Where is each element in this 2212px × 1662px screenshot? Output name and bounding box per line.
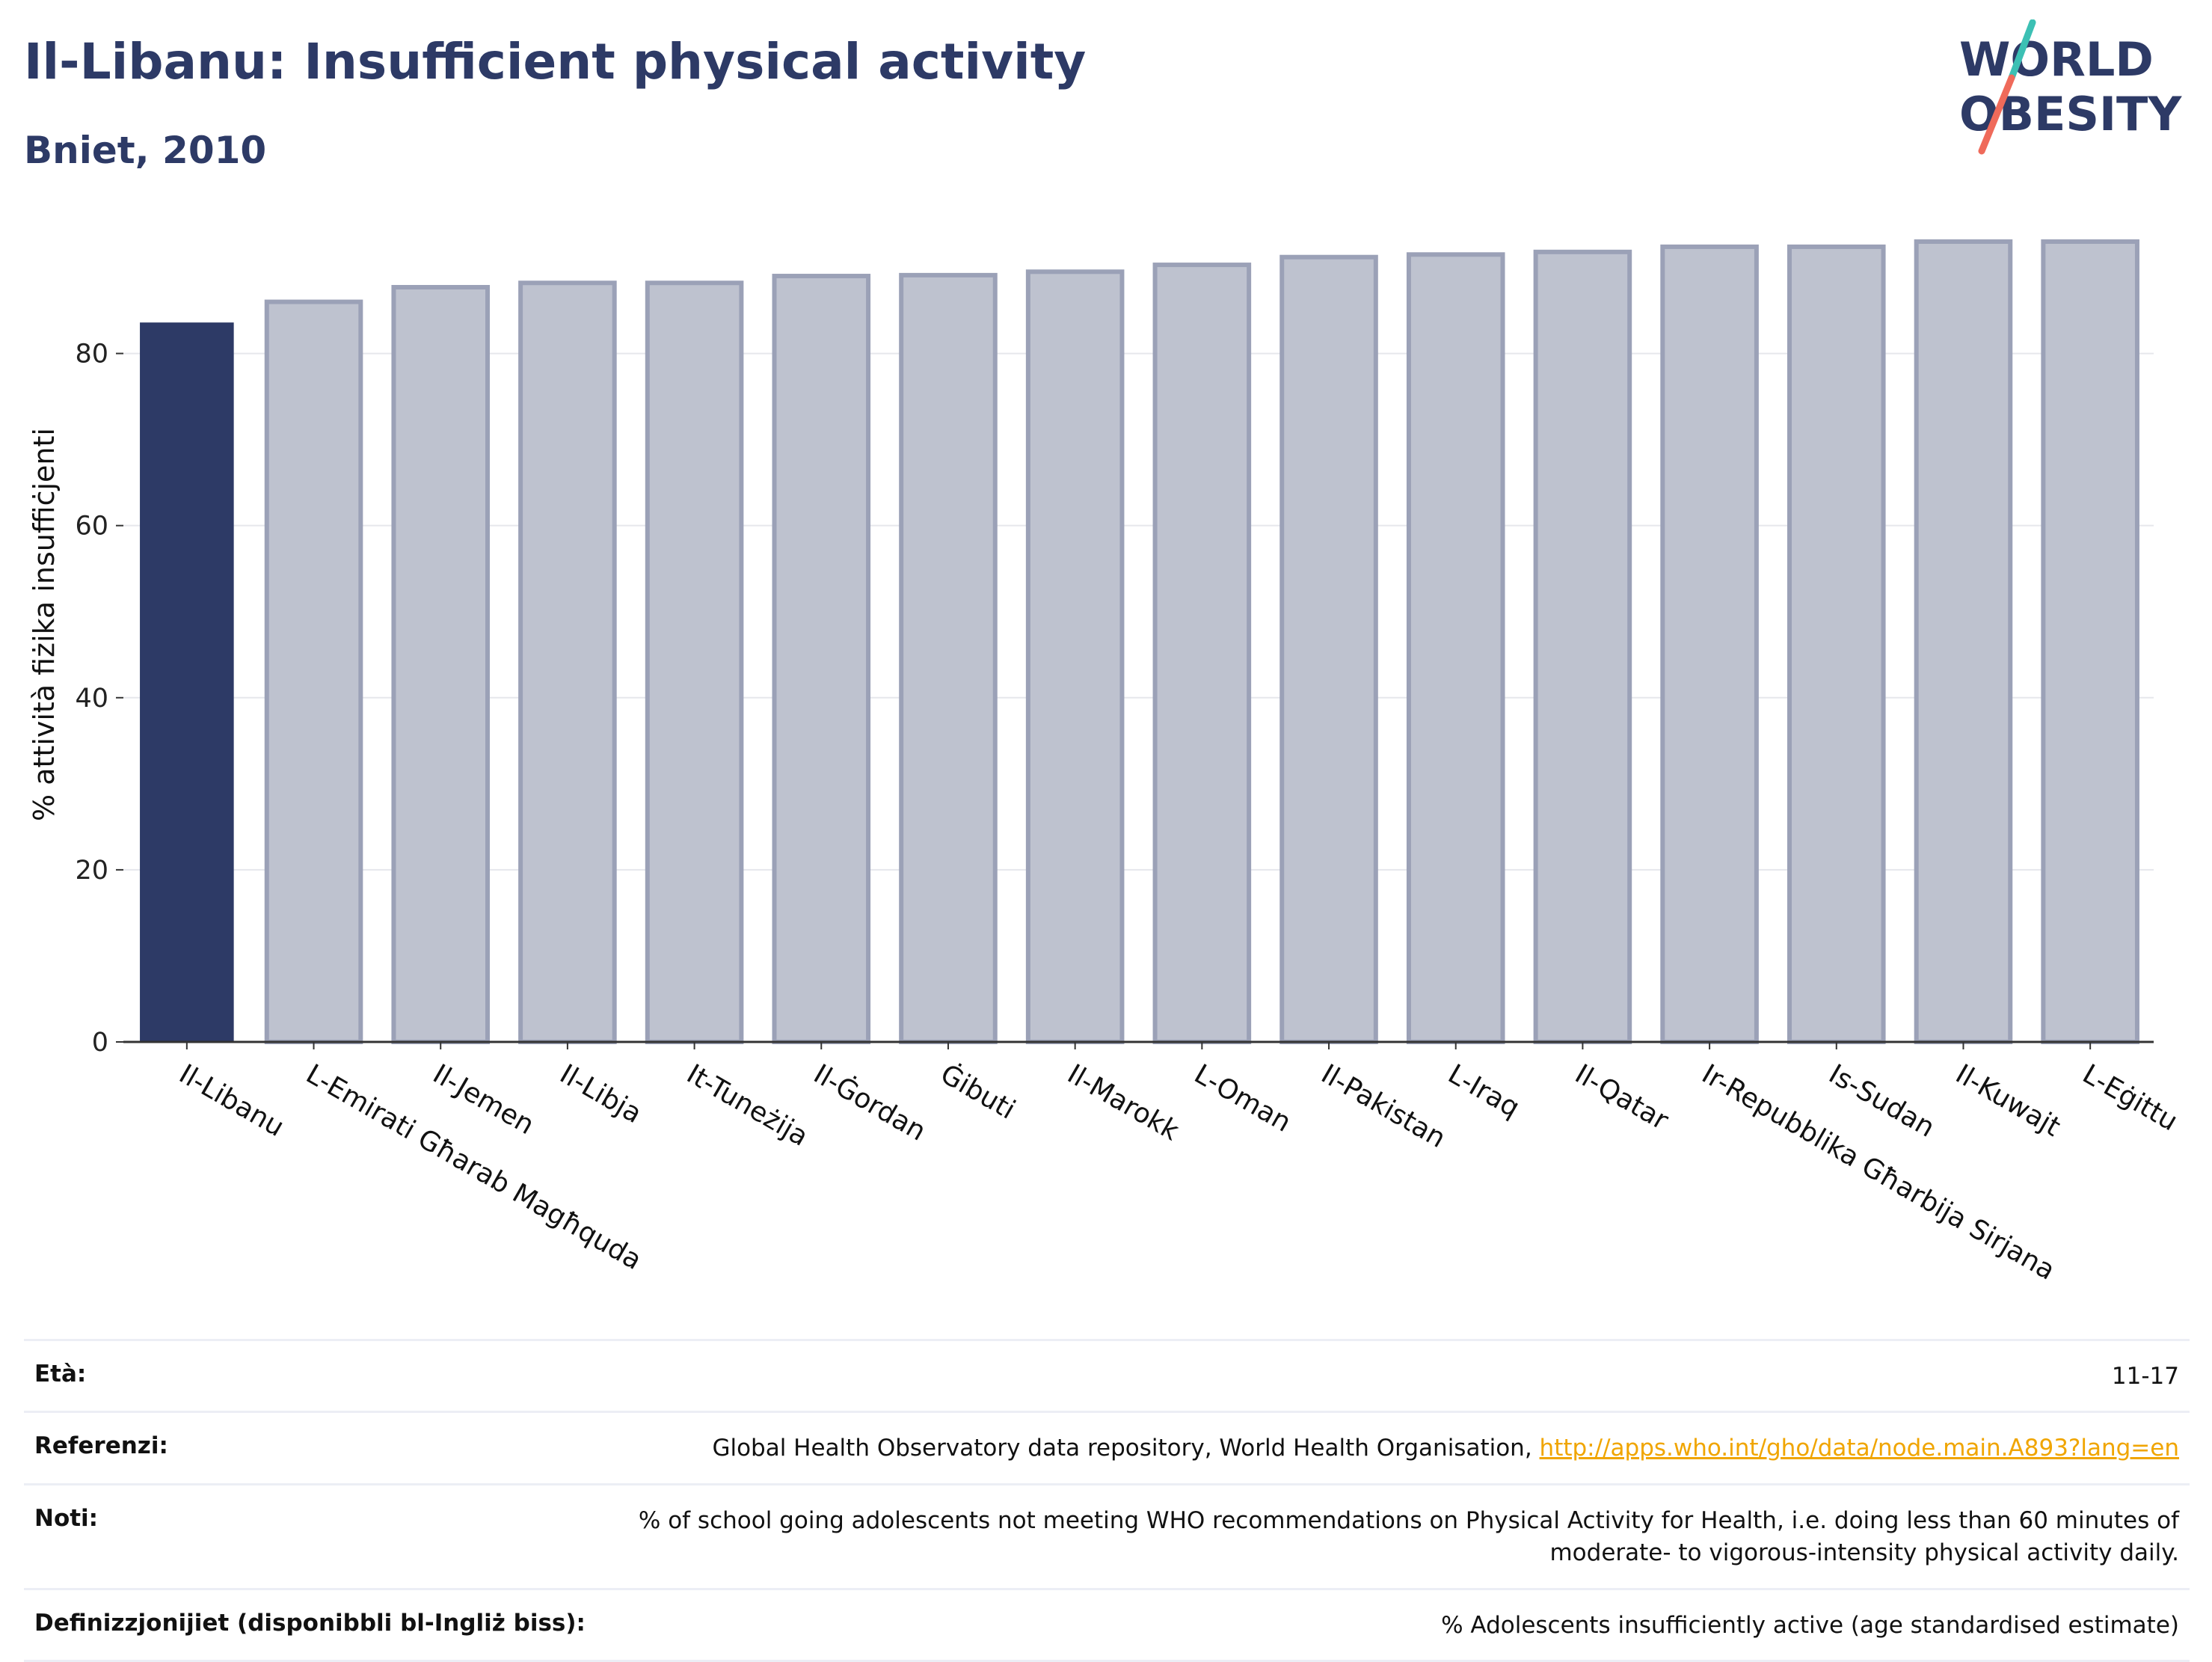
chart-title: Il-Libanu: Insufficient physical activit… (24, 33, 1087, 91)
info-row: Definizzjonijiet (disponibbli bl-Ingliż … (24, 1587, 2190, 1662)
x-tick-label: It-Tuneżija (681, 1058, 813, 1152)
x-tick-label: Il-Ġordan (808, 1058, 931, 1147)
info-value-text: % of school going adolescents not meetin… (638, 1506, 2179, 1567)
bar (1406, 252, 1505, 1044)
bar (391, 284, 491, 1045)
x-tick-label: Il-Pakistan (1316, 1058, 1451, 1154)
x-tick-label: Il-Libja (555, 1058, 647, 1129)
info-value: % Adolescents insufficiently active (age… (1441, 1610, 2179, 1642)
y-tick-label: 0 (92, 1028, 108, 1058)
info-label: Età: (34, 1361, 87, 1387)
bar (1914, 239, 2013, 1045)
info-label: Referenzi: (34, 1432, 168, 1460)
bar (264, 299, 363, 1044)
x-tick-label: L-Iraq (1443, 1058, 1524, 1123)
x-tick-label: Ġibuti (936, 1058, 1021, 1126)
bar (772, 274, 871, 1045)
y-ticks: 0 20 40 60 80 (75, 340, 123, 1058)
logo-slash-bottom (1978, 74, 2015, 155)
y-axis-label: % attività fiżika insuffiċjenti (28, 428, 61, 821)
bar (140, 322, 234, 1042)
info-value-text: 11-17 (2111, 1363, 2179, 1390)
info-value: Global Health Observatory data repositor… (712, 1432, 2179, 1465)
info-label: Noti: (34, 1504, 99, 1532)
bar (1660, 244, 1759, 1044)
bar (1279, 254, 1378, 1045)
info-row: Noti: % of school going adolescents not m… (24, 1482, 2190, 1588)
world-obesity-logo: WORLD OBESITY (1959, 19, 2182, 155)
x-tick-label: Il-Libanu (174, 1058, 289, 1143)
info-value-text: % Adolescents insufficiently active (age… (1441, 1611, 2179, 1639)
info-value-text: Global Health Observatory data repositor… (712, 1435, 1532, 1462)
x-tick-label: Il-Kuwajt (1950, 1058, 2065, 1142)
bar (1152, 263, 1252, 1045)
bar (2041, 239, 2139, 1045)
logo-slash-top (2008, 19, 2036, 82)
bar (899, 272, 998, 1044)
bar-chart: 0 20 40 60 80 Il-Libanu L-Emirati Għarab Magħ… (28, 239, 2183, 1287)
bar (645, 280, 744, 1044)
reference-link[interactable]: http://apps.who.int/gho/data/node.main.A… (1539, 1435, 2179, 1462)
x-ticks: Il-Libanu L-Emirati Għarab MagħqudaIl-Jem… (174, 1042, 2183, 1287)
info-row: Referenzi: Global Health Observatory data… (24, 1411, 2190, 1482)
y-tick-label: 60 (75, 512, 108, 542)
bar (518, 280, 617, 1044)
y-tick-label: 80 (75, 340, 108, 369)
bar (1025, 269, 1125, 1045)
info-label: Definizzjonijiet (disponibbli bl-Ingliż … (34, 1609, 586, 1637)
chart-subtitle: Bniet, 2010 (24, 129, 267, 172)
y-tick-label: 40 (75, 684, 108, 714)
info-value: % of school going adolescents not meetin… (519, 1505, 2179, 1570)
x-tick-label: L-Oman (1189, 1058, 1296, 1138)
bars (140, 239, 2139, 1045)
x-tick-label: Il-Marokk (1062, 1058, 1184, 1147)
y-tick-label: 20 (75, 856, 108, 886)
x-tick-label: L-Eġittu (2077, 1058, 2183, 1137)
x-tick-label: Il-Jemen (428, 1058, 539, 1141)
info-row: Età: 11-17 (24, 1339, 2190, 1411)
x-tick-label: Is-Sudan (1823, 1058, 1939, 1143)
bar (1533, 249, 1632, 1044)
bar (1787, 244, 1886, 1044)
info-value: 11-17 (2112, 1361, 2179, 1393)
logo-text-line1: WORLD (1959, 32, 2154, 87)
info-table: Età: 11-17 Referenzi: Global Health Observa… (24, 1339, 2190, 1662)
x-tick-label: Il-Qatar (1570, 1058, 1674, 1136)
